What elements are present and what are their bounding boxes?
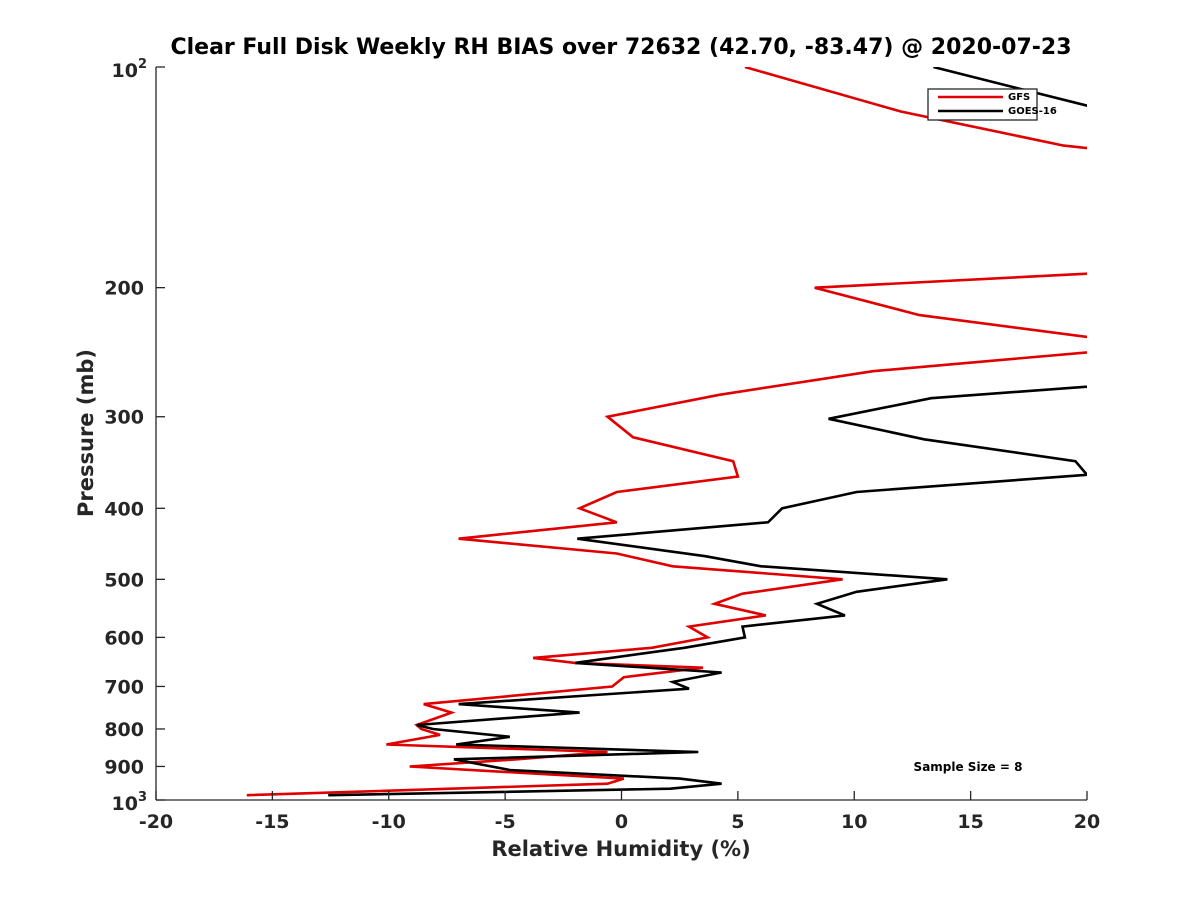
x-tick-label: 15 bbox=[957, 811, 983, 833]
legend-label-goes16: GOES-16 bbox=[1008, 106, 1057, 117]
y-tick-label: 800 bbox=[104, 719, 144, 741]
y-tick-label: 103 bbox=[112, 790, 148, 815]
sample-size-annotation: Sample Size = 8 bbox=[914, 760, 1023, 774]
legend-label-gfs: GFS bbox=[1008, 92, 1030, 103]
tick-labels: -20 -15 -10 -5 0 5 10 15 20 102 200 300 400 500 600 700… bbox=[104, 57, 1100, 833]
series-layer bbox=[246, 67, 1087, 797]
y-tick-label: 700 bbox=[104, 676, 144, 698]
y-tick-label: 500 bbox=[104, 569, 144, 591]
y-tick-label: 102 bbox=[112, 57, 148, 82]
x-tick-label: 5 bbox=[731, 811, 744, 833]
legend-box bbox=[927, 88, 1038, 121]
series-line-goes16 bbox=[328, 67, 1087, 797]
x-tick-label: 10 bbox=[841, 811, 867, 833]
y-tick-label: 600 bbox=[104, 627, 144, 649]
x-tick-label: -5 bbox=[495, 811, 516, 833]
axes bbox=[155, 66, 1088, 801]
x-axis-label: Relative Humidity (%) bbox=[491, 837, 750, 861]
y-tick-label: 400 bbox=[104, 498, 144, 520]
y-tick-label: 200 bbox=[104, 278, 144, 300]
series-line-gfs bbox=[246, 67, 1087, 797]
x-tick-label: -10 bbox=[372, 811, 406, 833]
x-tick-label: -20 bbox=[139, 811, 173, 833]
y-tick-label: 300 bbox=[104, 407, 144, 429]
y-axis-label: Pressure (mb) bbox=[74, 349, 98, 517]
chart-title: Clear Full Disk Weekly RH BIAS over 7263… bbox=[170, 35, 1071, 60]
x-tick-label: 0 bbox=[615, 811, 628, 833]
x-tick-label: -15 bbox=[255, 811, 289, 833]
x-tick-label: 20 bbox=[1074, 811, 1100, 833]
y-tick-label: 900 bbox=[104, 756, 144, 778]
legend: GFS GOES-16 bbox=[927, 88, 1057, 121]
